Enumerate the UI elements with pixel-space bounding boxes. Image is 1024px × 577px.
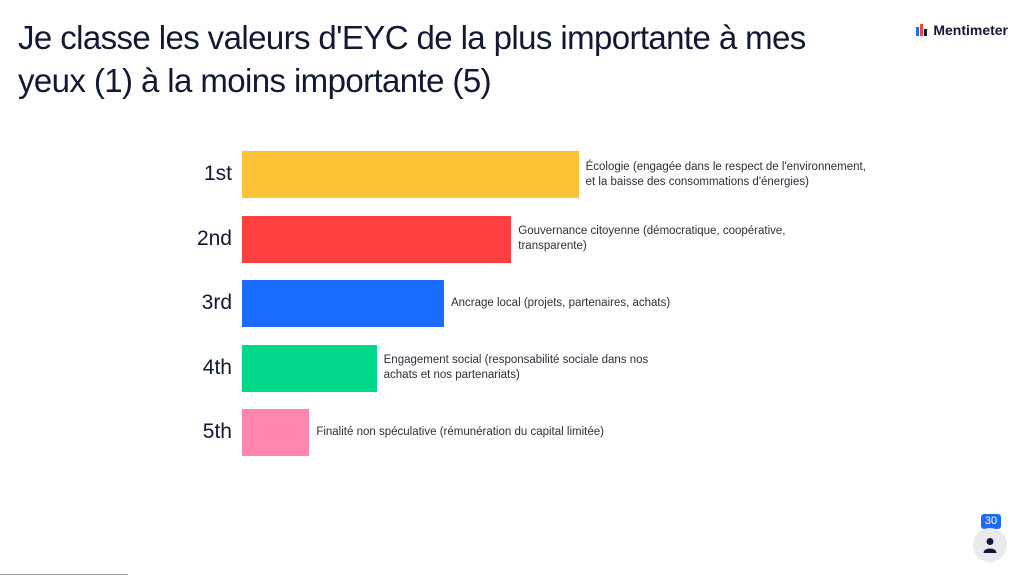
- brand-name: Mentimeter: [933, 22, 1008, 38]
- rank-bar: [242, 344, 377, 392]
- bar-label: Écologie (engagée dans le respect de l'e…: [585, 160, 866, 188]
- rank-label: 2nd: [196, 226, 232, 250]
- footer-divider: [0, 574, 128, 575]
- bar-label: Gouvernance citoyenne (démocratique, coo…: [518, 225, 786, 252]
- rank-label: 1st: [203, 162, 232, 185]
- bar-label: Engagement social (responsabilité social…: [383, 354, 649, 381]
- participants-widget[interactable]: 30: [971, 514, 1011, 564]
- rank-label: 3rd: [201, 291, 232, 314]
- rank-bar: [242, 280, 444, 327]
- person-icon: [983, 538, 997, 553]
- rank-label: 5th: [202, 420, 232, 443]
- mentimeter-logo-icon: [916, 24, 928, 36]
- bar-label: Ancrage local (projets, partenaires, ach…: [450, 297, 671, 309]
- bar-label: Finalité non spéculative (rémunération d…: [316, 426, 604, 438]
- brand-logo: Mentimeter: [916, 22, 1008, 38]
- rank-bar: [242, 409, 310, 456]
- rank-label: 4th: [202, 355, 232, 379]
- rank-bar: [242, 151, 579, 198]
- participants-button[interactable]: [973, 528, 1007, 562]
- rank-bar: [242, 215, 512, 263]
- page-title: Je classe les valeurs d'EYC de la plus i…: [18, 19, 806, 99]
- participant-count-badge: 30: [981, 514, 1001, 529]
